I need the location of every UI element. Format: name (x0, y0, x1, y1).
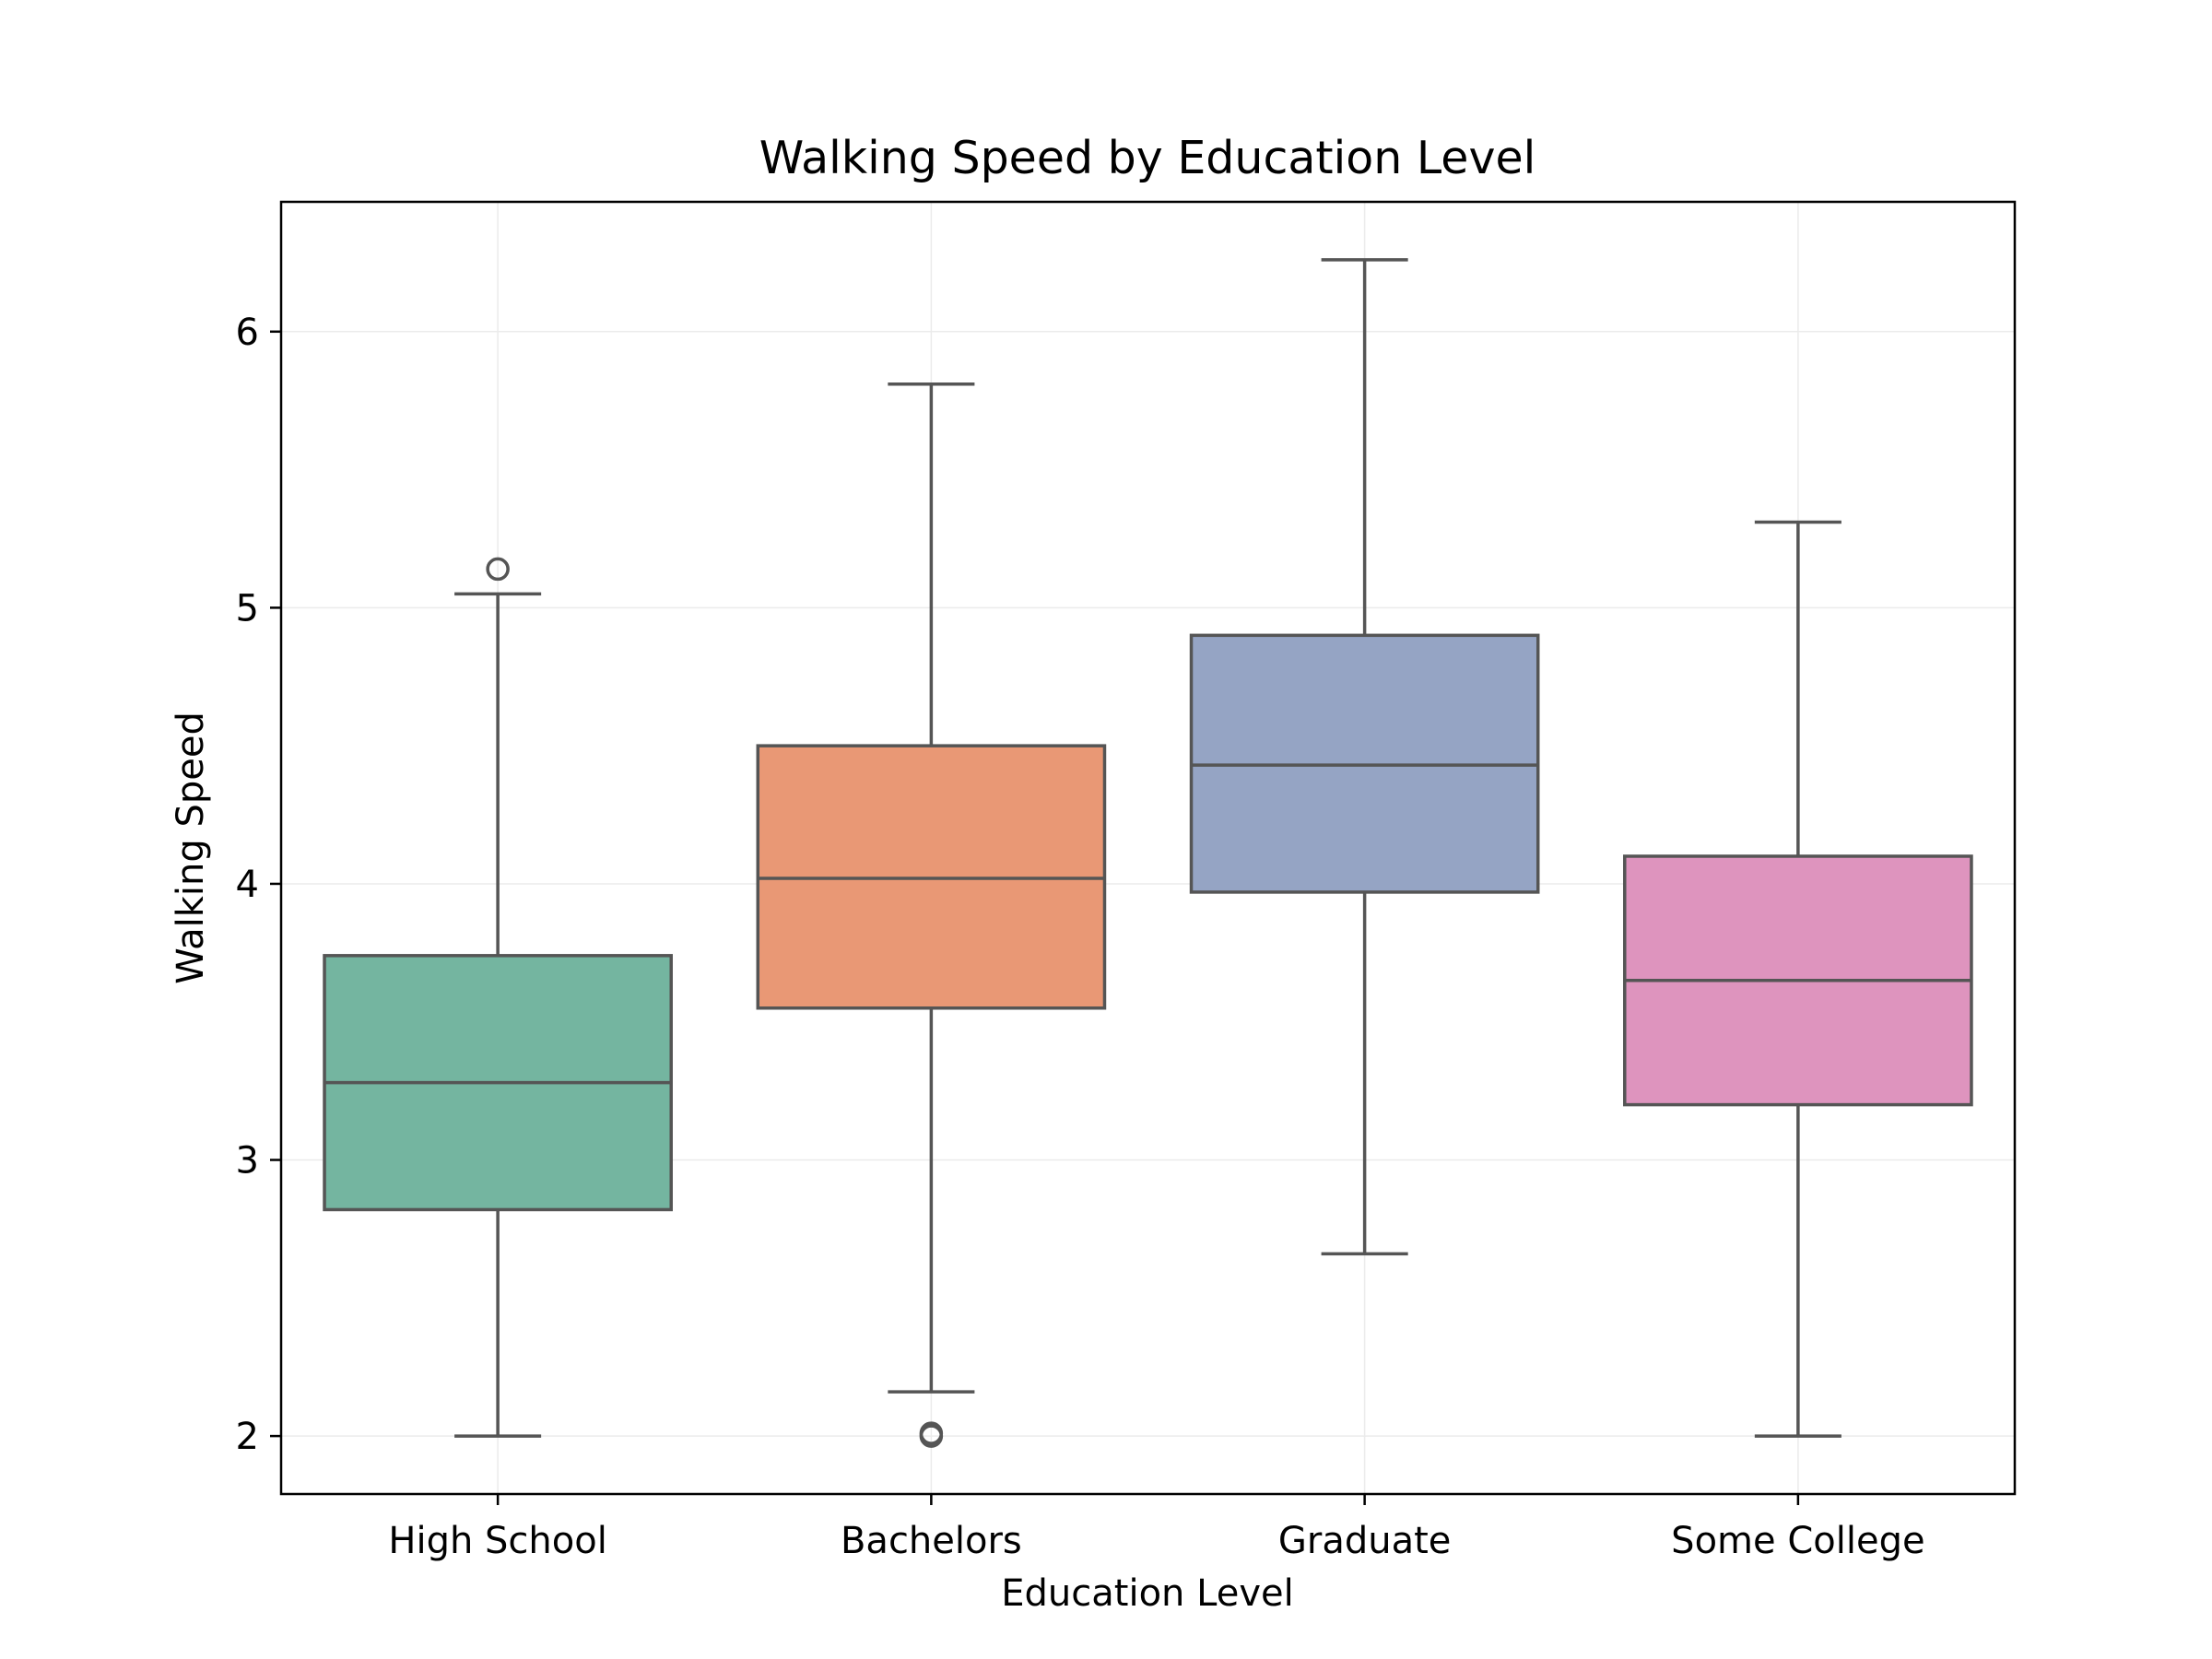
y-tick-label: 3 (236, 1140, 259, 1182)
x-tick-label: Some College (1671, 1520, 1924, 1562)
box-group (1623, 520, 1973, 1438)
outlier-point (919, 1421, 944, 1445)
y-tick-label: 4 (236, 864, 259, 906)
x-tick-label: Bachelors (841, 1520, 1022, 1562)
y-tick-label: 5 (236, 587, 259, 629)
y-tick-label: 2 (236, 1416, 259, 1458)
y-tick-label: 6 (236, 312, 259, 354)
box-group (756, 382, 1107, 1448)
tick-layer: 2 3 4 5 6 High School Bachelors Graduate Some Co… (236, 312, 1925, 1562)
y-axis-label: Walking Speed (170, 712, 212, 984)
x-axis-label: Education Level (1001, 1572, 1293, 1615)
x-tick-label: Graduate (1278, 1520, 1452, 1562)
box-group (1189, 258, 1540, 1256)
chart-title: Walking Speed by Education Level (759, 132, 1535, 184)
plot-area-frame (279, 200, 2017, 1496)
box-group (323, 557, 673, 1438)
outlier-point (486, 557, 510, 582)
box-layer (323, 258, 1973, 1448)
x-tick-label: High School (388, 1520, 606, 1562)
